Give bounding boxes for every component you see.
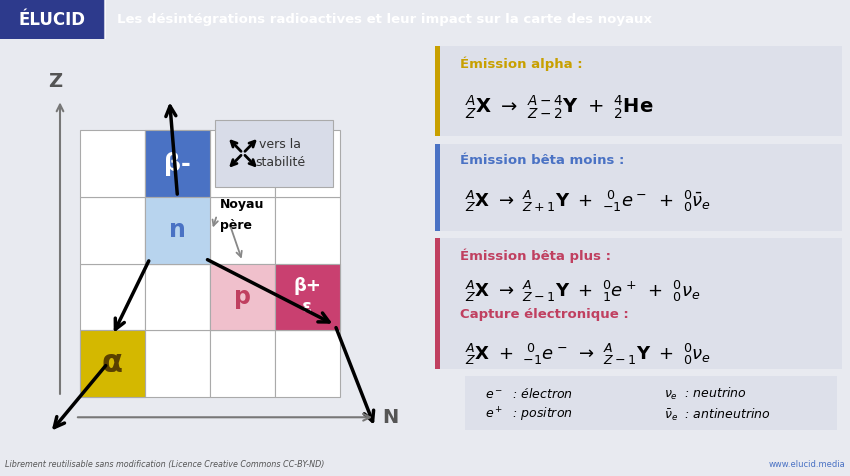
Bar: [210, 130, 275, 197]
Bar: [145, 197, 210, 264]
Text: $^A_Z\mathbf{X}\ \rightarrow\ ^{A-4}_{Z-2}\mathbf{Y}\ +\ ^4_2\mathbf{He}$: $^A_Z\mathbf{X}\ \rightarrow\ ^{A-4}_{Z-…: [465, 94, 654, 121]
Bar: [435, 238, 842, 369]
Text: $e^-$  : électron: $e^-$ : électron: [485, 387, 573, 401]
Bar: [435, 46, 440, 137]
Bar: [465, 376, 837, 429]
Text: β-: β-: [164, 151, 191, 176]
Bar: [435, 144, 440, 231]
Text: $\bar{\nu}_e$  : antineutrino: $\bar{\nu}_e$ : antineutrino: [664, 407, 771, 423]
Text: $^A_Z\mathbf{X}\ \rightarrow\ ^{A}_{Z-1}\mathbf{Y}\ +\ ^0_1e^+\ +\ ^0_0\nu_e$: $^A_Z\mathbf{X}\ \rightarrow\ ^{A}_{Z-1}…: [465, 278, 700, 304]
Bar: [435, 46, 842, 137]
Text: p: p: [234, 285, 251, 309]
Text: stabilité: stabilité: [255, 156, 305, 169]
Bar: [145, 130, 210, 197]
Text: α: α: [102, 349, 123, 378]
Text: β+
ε: β+ ε: [293, 278, 321, 316]
Text: $^A_Z\mathbf{X}\ \rightarrow\ ^{A}_{Z+1}\mathbf{Y}\ +\ ^{\ 0}_{-1}e^-\ +\ ^0_0\b: $^A_Z\mathbf{X}\ \rightarrow\ ^{A}_{Z+1}…: [465, 189, 711, 214]
Bar: [0, 0, 105, 39]
Text: Noyau: Noyau: [220, 198, 264, 211]
Bar: [145, 264, 210, 330]
Text: Émission bêta moins :: Émission bêta moins :: [460, 154, 625, 167]
Bar: [210, 264, 275, 330]
Bar: [275, 264, 340, 330]
Bar: [275, 197, 340, 264]
Text: ÉLUCID: ÉLUCID: [19, 10, 86, 29]
Bar: [215, 120, 333, 187]
Bar: [80, 330, 145, 397]
Text: Émission bêta plus :: Émission bêta plus :: [460, 248, 611, 263]
Text: vers la: vers la: [259, 138, 301, 150]
Text: Émission alpha :: Émission alpha :: [460, 57, 582, 71]
Text: Capture électronique :: Capture électronique :: [460, 307, 629, 321]
Text: N: N: [382, 408, 399, 427]
Bar: [145, 330, 210, 397]
Text: $e^+$  : positron: $e^+$ : positron: [485, 406, 573, 424]
Text: n: n: [169, 218, 186, 242]
Bar: [80, 264, 145, 330]
Bar: [210, 330, 275, 397]
Bar: [275, 330, 340, 397]
Text: www.elucid.media: www.elucid.media: [768, 460, 845, 469]
Bar: [80, 330, 145, 397]
Bar: [435, 144, 842, 231]
Bar: [145, 130, 210, 197]
Text: Z: Z: [48, 72, 62, 91]
Text: $^A_Z\mathbf{X}\ +\ ^{\ 0}_{-1}e^-\ \rightarrow\ ^{A}_{Z-1}\mathbf{Y}\ +\ ^0_0\n: $^A_Z\mathbf{X}\ +\ ^{\ 0}_{-1}e^-\ \rig…: [465, 342, 711, 367]
Text: père: père: [220, 219, 252, 232]
Bar: [210, 264, 275, 330]
Text: Librement reutilisable sans modification (Licence Creative Commons CC-BY-ND): Librement reutilisable sans modification…: [5, 460, 325, 469]
Bar: [145, 197, 210, 264]
Bar: [80, 197, 145, 264]
Bar: [275, 264, 340, 330]
Text: $\nu_e$  : neutrino: $\nu_e$ : neutrino: [664, 386, 746, 402]
Bar: [210, 197, 275, 264]
Bar: [80, 130, 145, 197]
Bar: [435, 238, 440, 369]
Text: Les désintégrations radioactives et leur impact sur la carte des noyaux: Les désintégrations radioactives et leur…: [117, 13, 652, 26]
Bar: [275, 130, 340, 197]
